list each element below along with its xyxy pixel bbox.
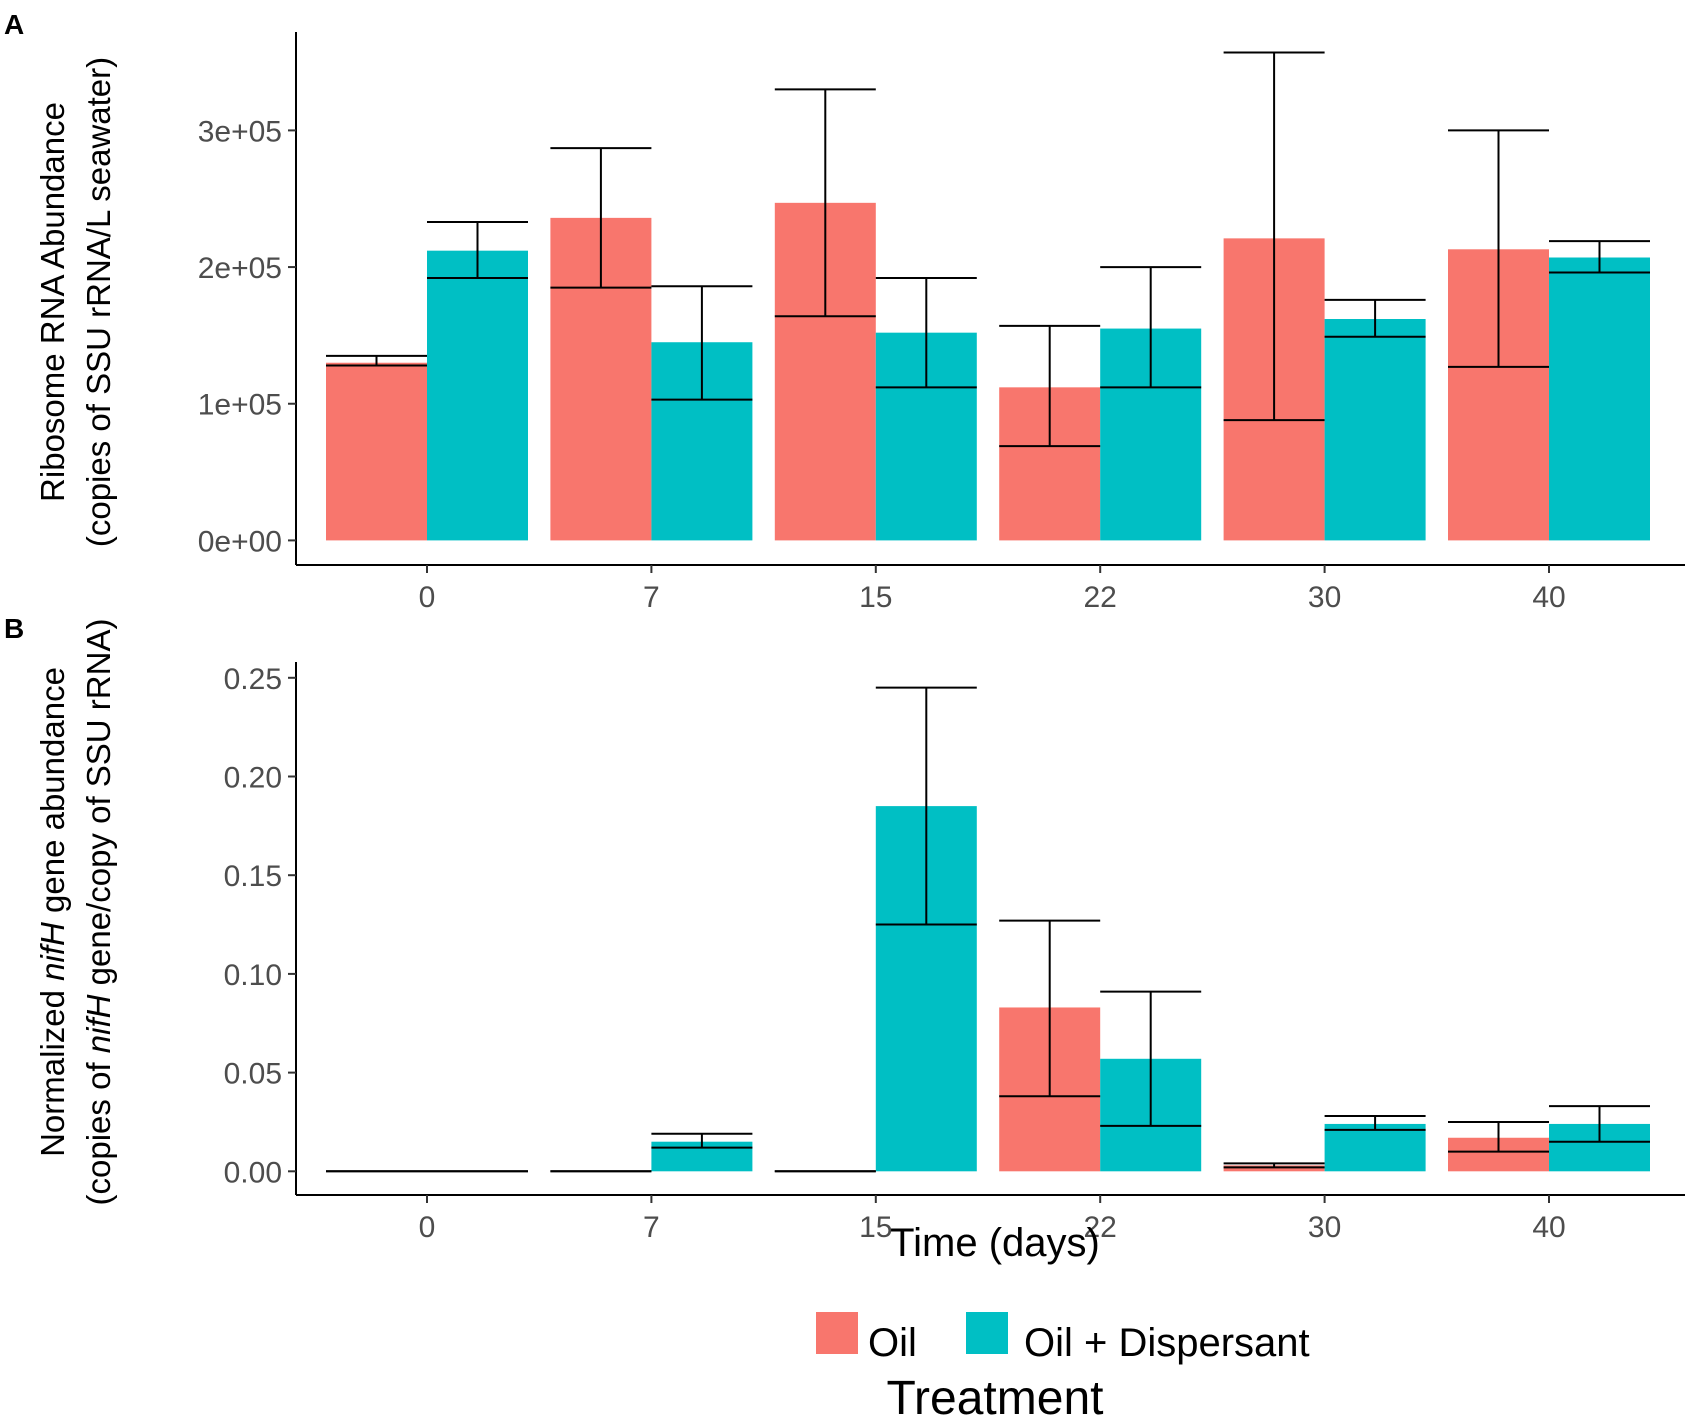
panel-a-y-ticks: 0e+00 1e+05 2e+05 3e+05 — [198, 115, 296, 558]
panel-a-x-ticks: 0 7 15 22 30 40 — [419, 565, 1566, 614]
panel-b-error-bars — [326, 686, 1650, 1173]
y-tick-label: 0.15 — [224, 860, 282, 893]
panel-b-y-title-line2: (copies of nifH gene/copy of SSU rRNA) — [80, 619, 117, 1206]
panel-a-y-title-line2: (copies of SSU rRNA/L seawater) — [80, 57, 117, 547]
x-tick-label: 22 — [1084, 581, 1117, 614]
panel-b-x-title: Time (days) — [890, 1221, 1100, 1265]
legend-title: Treatment — [887, 1372, 1104, 1424]
legend: Oil Oil + Dispersant Treatment — [816, 1312, 1310, 1424]
x-tick-label: 30 — [1308, 581, 1341, 614]
legend-label-oil: Oil — [868, 1321, 917, 1365]
bar-oil-dispersant — [1324, 319, 1426, 541]
y-tick-label: 3e+05 — [198, 115, 282, 148]
panel-b-y-title-line2-italic: nifH — [80, 994, 117, 1053]
y-tick-label: 0e+00 — [198, 525, 282, 558]
x-tick-label: 0 — [419, 581, 436, 614]
y-tick-label: 0.25 — [224, 663, 282, 696]
panel-b-x-ticks: 0 7 15 22 30 40 — [419, 1195, 1566, 1244]
panel-b-y-title-line1: Normalized nifH gene abundance — [34, 667, 71, 1157]
x-tick-label: 40 — [1532, 581, 1565, 614]
panel-b-label: B — [4, 613, 24, 644]
panel-a-y-title: Ribosome RNA Abundance (copies of SSU rR… — [34, 57, 117, 547]
y-tick-label: 2e+05 — [198, 252, 282, 285]
x-tick-label: 15 — [859, 1211, 892, 1244]
legend-label-oil-dispersant: Oil + Dispersant — [1024, 1321, 1310, 1365]
y-tick-label: 0.10 — [224, 959, 282, 992]
panel-b-y-title-line1-post: gene abundance — [34, 667, 71, 922]
x-tick-label: 7 — [643, 581, 660, 614]
panel-b-y-title-line1-pre: Normalized — [34, 981, 71, 1157]
panel-b-chart: 0.00 0.05 0.10 0.15 0.20 0.25 0 7 15 22 30 40 Norm… — [34, 619, 1685, 1265]
y-tick-label: 0.20 — [224, 761, 282, 794]
panel-a-label: A — [4, 9, 24, 40]
panel-b-y-title-line2-post: gene/copy of SSU rRNA) — [80, 619, 117, 995]
x-tick-label: 15 — [859, 581, 892, 614]
panel-b-y-ticks: 0.00 0.05 0.10 0.15 0.20 0.25 — [224, 663, 296, 1189]
y-tick-label: 0.05 — [224, 1058, 282, 1091]
legend-swatch-oil — [816, 1312, 858, 1354]
legend-swatch-oil-dispersant — [966, 1312, 1008, 1354]
y-tick-label: 1e+05 — [198, 389, 282, 422]
panel-a-chart: 0e+00 1e+05 2e+05 3e+05 0 7 15 22 30 40 Ribosome… — [34, 32, 1685, 614]
panel-b-y-title-line2-pre: (copies of — [80, 1053, 117, 1205]
x-tick-label: 30 — [1308, 1211, 1341, 1244]
x-tick-label: 7 — [643, 1211, 660, 1244]
panel-b-y-title-line1-italic: nifH — [34, 922, 71, 981]
x-tick-label: 22 — [1084, 1211, 1117, 1244]
bar-oil-dispersant — [1324, 1123, 1426, 1172]
panel-a-bars — [326, 202, 1650, 541]
y-tick-label: 0.00 — [224, 1156, 282, 1189]
x-tick-label: 0 — [419, 1211, 436, 1244]
bar-oil — [326, 362, 427, 541]
panel-b-y-title: Normalized nifH gene abundance (copies o… — [34, 619, 117, 1206]
panel-a-error-bars — [326, 51, 1650, 448]
bar-oil-dispersant — [427, 250, 528, 541]
bar-oil-dispersant — [1549, 257, 1650, 541]
panel-a-y-title-line1: Ribosome RNA Abundance — [34, 102, 71, 502]
x-tick-label: 40 — [1532, 1211, 1565, 1244]
